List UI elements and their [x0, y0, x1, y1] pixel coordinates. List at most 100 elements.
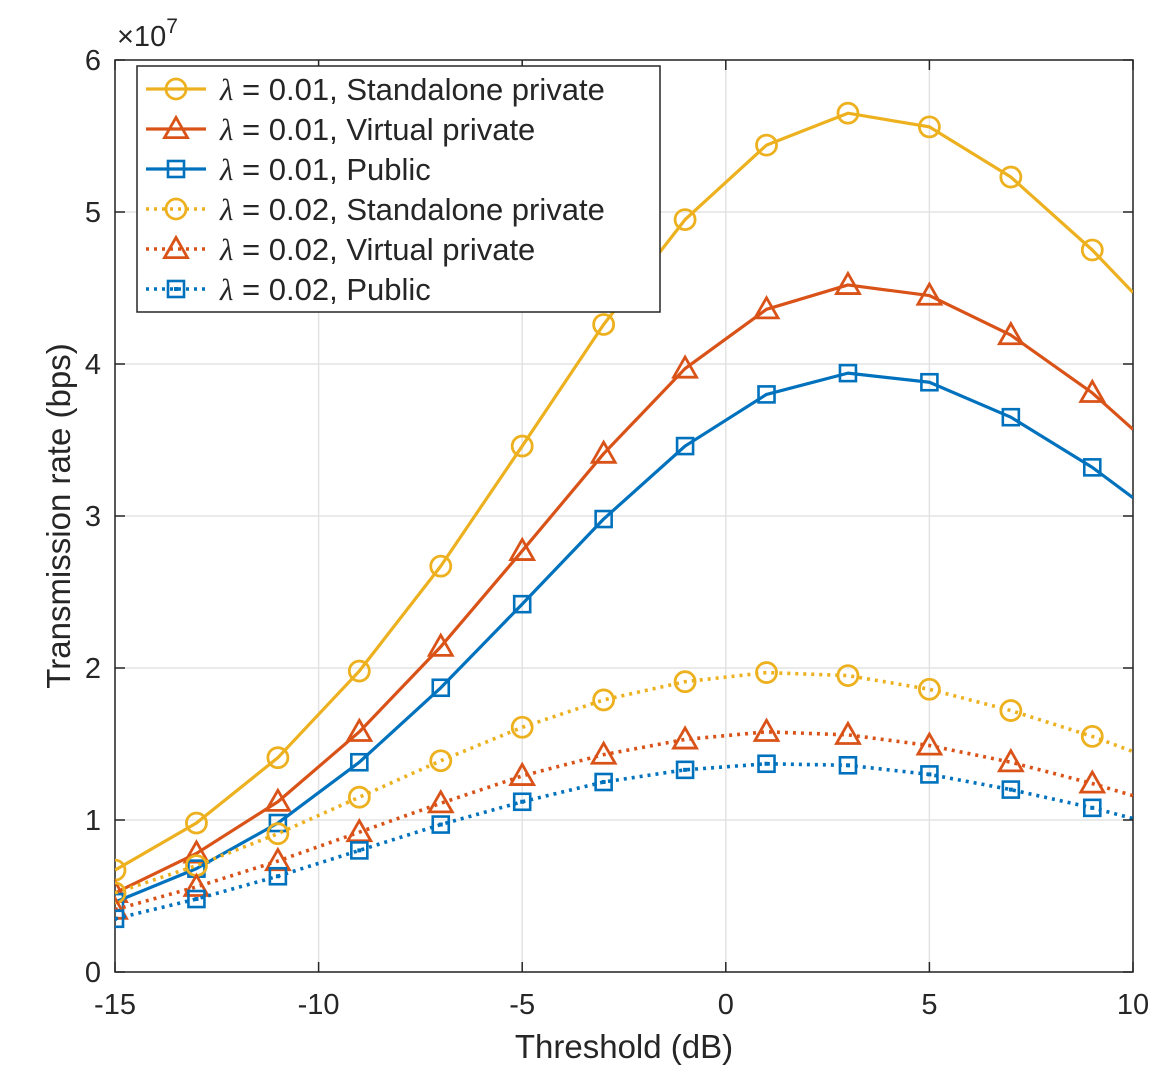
y-tick-label: 6 — [85, 45, 101, 77]
data-point — [115, 892, 125, 912]
data-point — [996, 320, 1025, 346]
series-layer — [115, 101, 1133, 929]
legend-symbol: λ — [219, 192, 233, 227]
data-point — [350, 841, 369, 860]
legend-text: = 0.01, Standalone private — [233, 72, 604, 107]
data-point — [115, 909, 125, 929]
data-point — [1078, 769, 1107, 794]
data-point — [162, 234, 190, 260]
data-point — [426, 632, 455, 657]
data-point — [1001, 780, 1021, 799]
data-point — [834, 720, 862, 745]
ticks: -15 -10 -5 0 5 10 0 1 2 3 4 5 6 — [85, 45, 1149, 1021]
legend-label: λ = 0.01, Public — [219, 152, 431, 187]
x-tick-label: 0 — [718, 989, 734, 1021]
x-tick-label: -5 — [509, 989, 535, 1021]
y-tick-label: 0 — [85, 957, 101, 989]
series-4 — [115, 661, 1133, 905]
data-point — [752, 717, 781, 742]
data-point — [594, 509, 613, 529]
data-point — [589, 740, 618, 765]
data-point — [592, 688, 616, 712]
y-tick-label: 4 — [85, 349, 101, 381]
data-point — [510, 715, 534, 739]
legend-item: λ = 0.01, Virtual private — [146, 112, 535, 147]
legend-symbol: λ — [219, 72, 233, 107]
data-point — [263, 787, 292, 812]
data-point — [1078, 378, 1107, 403]
data-point — [347, 659, 371, 683]
data-point — [268, 866, 288, 886]
data-point — [675, 760, 695, 780]
data-point — [755, 133, 778, 157]
data-point — [1001, 407, 1021, 427]
x-tick-label: 5 — [921, 989, 937, 1021]
legend-label: λ = 0.02, Public — [219, 272, 431, 307]
data-point — [1080, 238, 1104, 262]
legend-label: λ = 0.01, Virtual private — [219, 112, 535, 147]
series-line — [115, 283, 1133, 895]
data-point — [675, 436, 695, 456]
legend-symbol: λ — [219, 112, 233, 147]
data-point — [752, 294, 781, 320]
data-point — [918, 115, 941, 139]
x-tick-label: -15 — [94, 989, 136, 1021]
legend-symbol: λ — [219, 152, 233, 187]
legend-label: λ = 0.02, Standalone private — [219, 192, 605, 227]
data-point — [429, 554, 453, 578]
data-point — [1082, 798, 1102, 818]
y-exponent-label: ×107 — [117, 15, 178, 53]
data-point — [915, 281, 944, 306]
data-point — [115, 858, 127, 882]
series-line — [115, 761, 1133, 921]
series-6 — [115, 754, 1133, 929]
data-point — [512, 594, 532, 614]
series-5 — [115, 717, 1133, 920]
data-point — [431, 678, 451, 698]
data-point — [345, 817, 374, 843]
data-point — [999, 165, 1023, 189]
data-point — [182, 839, 211, 864]
legend-symbol: λ — [219, 272, 233, 307]
data-point — [673, 208, 697, 232]
data-point — [115, 881, 127, 905]
data-point — [999, 699, 1023, 722]
data-point — [266, 746, 290, 770]
data-point — [920, 765, 939, 784]
legend-text: = 0.02, Standalone private — [233, 192, 604, 227]
legend-item: λ = 0.02, Public — [146, 272, 431, 307]
data-point — [834, 270, 862, 295]
data-point — [1082, 458, 1102, 477]
data-point — [996, 747, 1025, 773]
data-point — [508, 536, 537, 561]
data-point — [594, 772, 613, 792]
y-tick-label: 1 — [85, 805, 101, 837]
data-point — [182, 872, 211, 897]
data-point — [164, 77, 188, 101]
data-point — [915, 731, 944, 756]
series-line — [115, 730, 1133, 912]
legend-item: λ = 0.01, Public — [146, 152, 431, 187]
data-point — [589, 439, 618, 464]
series-line — [115, 371, 1133, 904]
data-point — [431, 815, 451, 834]
y-tick-label: 2 — [85, 653, 101, 685]
legend-label: λ = 0.02, Virtual private — [219, 232, 535, 267]
data-point — [166, 159, 186, 179]
data-point — [838, 363, 858, 383]
data-point — [164, 197, 188, 221]
y-exponent-base: ×10 — [117, 21, 166, 53]
data-point — [166, 279, 186, 299]
y-tick-label: 3 — [85, 501, 101, 533]
legend-text: = 0.01, Public — [233, 152, 430, 187]
legend-symbol: λ — [219, 232, 233, 267]
legend-text: = 0.02, Virtual private — [233, 232, 535, 267]
data-point — [347, 785, 371, 809]
y-axis-label: Transmission rate (bps) — [40, 343, 77, 688]
x-axis-label: Threshold (dB) — [515, 1028, 733, 1065]
data-point — [512, 792, 532, 812]
data-point — [592, 313, 616, 336]
legend-item: λ = 0.02, Standalone private — [146, 192, 605, 227]
data-point — [671, 725, 699, 750]
